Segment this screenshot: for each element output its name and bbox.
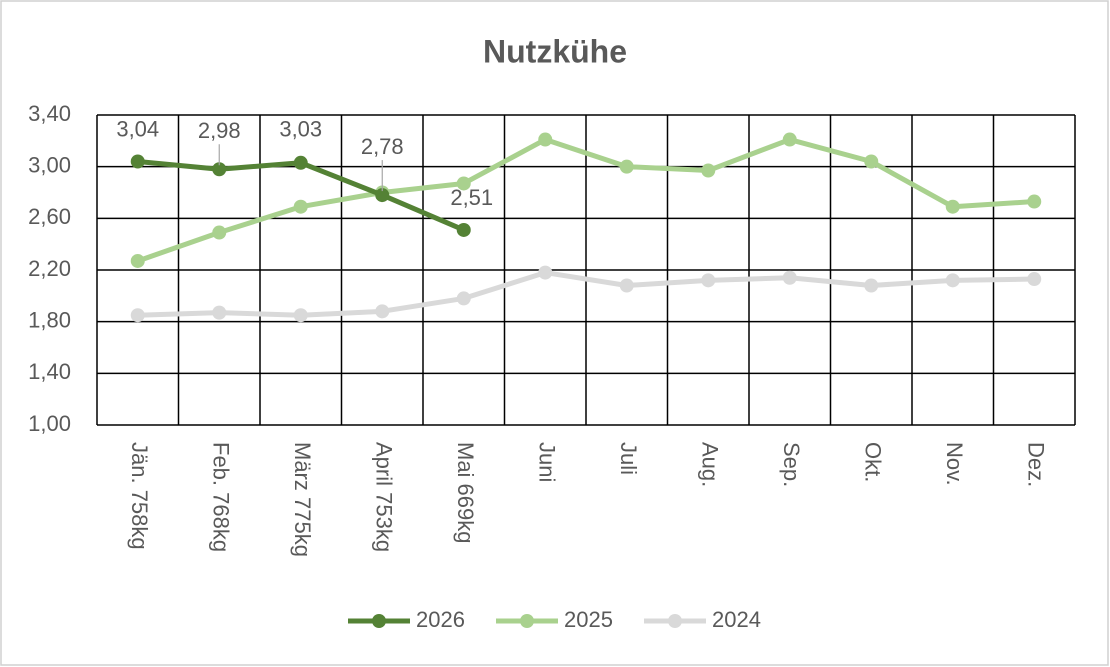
- data-label: 2,51: [450, 185, 493, 210]
- data-point: [130, 154, 145, 169]
- x-tick-label: April 753kg: [371, 442, 396, 552]
- data-point: [538, 132, 553, 147]
- x-tick-label: Feb. 768kg: [208, 442, 233, 552]
- x-tick-label: Dez.: [1023, 442, 1048, 487]
- x-tick-label: Mai 669kg: [453, 442, 478, 544]
- data-point: [212, 225, 227, 240]
- x-tick-label: Juni: [534, 442, 559, 482]
- data-point: [701, 163, 716, 178]
- y-tick-label: 1,80: [28, 307, 71, 332]
- data-point: [375, 304, 390, 319]
- chart-title: Nutzkühe: [483, 33, 627, 69]
- y-tick-label: 3,40: [28, 101, 71, 126]
- y-tick-label: 1,00: [28, 411, 71, 436]
- x-tick-label: März 775kg: [290, 442, 315, 557]
- data-point: [456, 291, 471, 306]
- legend-marker: [372, 614, 386, 628]
- data-point: [782, 270, 797, 285]
- data-point: [293, 199, 308, 214]
- data-point: [864, 154, 879, 169]
- y-tick-label: 2,20: [28, 256, 71, 281]
- data-point: [619, 278, 634, 293]
- data-label: 3,03: [279, 117, 322, 142]
- series-line: [136, 137, 1035, 264]
- data-point: [1027, 272, 1042, 287]
- y-tick-label: 3,00: [28, 152, 71, 177]
- x-tick-label: Nov.: [942, 442, 967, 486]
- legend-label: 2024: [712, 607, 761, 632]
- data-point: [212, 162, 227, 177]
- data-point: [212, 305, 227, 320]
- data-point: [130, 253, 145, 268]
- x-tick-label: Sep.: [779, 442, 804, 487]
- y-tick-label: 1,40: [28, 359, 71, 384]
- data-label: 2,98: [198, 118, 241, 143]
- data-label: 3,04: [116, 116, 159, 141]
- data-point: [293, 308, 308, 323]
- data-point: [538, 265, 553, 280]
- legend-marker: [668, 614, 682, 628]
- x-tick-label: Jän. 758kg: [127, 442, 152, 550]
- data-point: [456, 222, 471, 237]
- x-tick-label: Juli: [616, 442, 641, 475]
- legend-marker: [520, 614, 534, 628]
- data-label: 2,78: [361, 134, 404, 159]
- data-point: [375, 188, 390, 203]
- data-point: [864, 278, 879, 293]
- data-point: [945, 273, 960, 288]
- data-point: [130, 308, 145, 323]
- data-point: [619, 159, 634, 174]
- legend-label: 2025: [564, 607, 613, 632]
- data-point: [945, 199, 960, 214]
- data-point: [782, 132, 797, 147]
- data-point: [293, 155, 308, 170]
- data-point: [1027, 194, 1042, 209]
- y-tick-label: 2,60: [28, 204, 71, 229]
- legend-label: 2026: [416, 607, 465, 632]
- data-point: [456, 176, 471, 191]
- data-point: [701, 273, 716, 288]
- x-tick-label: Okt.: [860, 442, 885, 482]
- series-line: [137, 270, 1035, 318]
- x-tick-label: Aug.: [697, 442, 722, 487]
